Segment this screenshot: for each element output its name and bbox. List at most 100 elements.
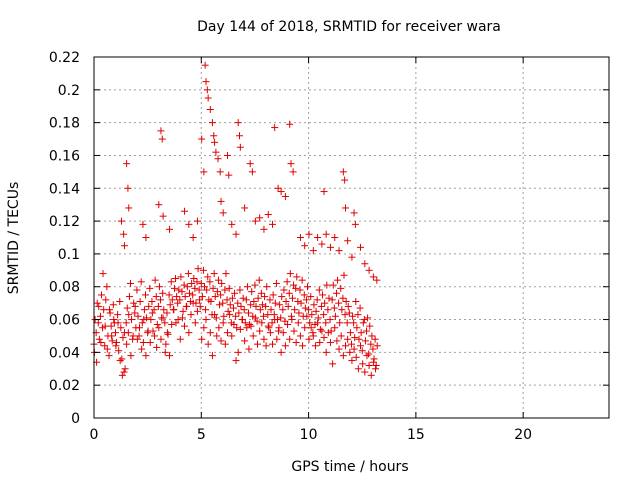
data-point <box>247 301 255 309</box>
data-point <box>158 135 166 143</box>
data-point <box>189 291 197 299</box>
data-point <box>254 294 262 302</box>
data-point <box>209 284 217 292</box>
data-point <box>210 132 218 140</box>
data-point <box>303 312 311 320</box>
data-point <box>226 301 234 309</box>
data-point <box>144 327 152 335</box>
data-point <box>191 319 199 327</box>
data-point <box>345 309 353 317</box>
data-point <box>294 297 302 305</box>
data-point <box>286 270 294 278</box>
data-point <box>371 335 379 343</box>
data-point <box>367 371 375 379</box>
data-point <box>258 301 266 309</box>
data-point <box>281 342 289 350</box>
data-point <box>267 306 275 314</box>
data-point <box>189 234 197 241</box>
data-point <box>198 335 206 343</box>
data-point <box>207 297 215 305</box>
data-point <box>288 294 296 302</box>
data-point <box>157 127 165 135</box>
data-point <box>343 319 351 327</box>
x-tick-label: 0 <box>90 427 99 443</box>
data-point <box>334 276 342 284</box>
data-point <box>248 168 256 176</box>
data-point <box>249 332 257 340</box>
data-point <box>367 340 375 348</box>
data-point <box>94 319 102 327</box>
data-point <box>366 322 374 330</box>
data-point <box>142 352 150 360</box>
data-point <box>247 322 255 330</box>
data-point <box>146 339 154 347</box>
data-point <box>288 316 296 324</box>
data-point <box>134 312 142 320</box>
data-point <box>181 207 189 215</box>
data-point <box>298 276 306 284</box>
data-point <box>310 301 318 309</box>
data-point <box>168 296 176 304</box>
data-point <box>305 306 313 314</box>
data-point <box>215 324 223 332</box>
data-point <box>301 304 309 312</box>
data-point <box>176 296 184 304</box>
data-point <box>245 309 252 317</box>
data-point <box>365 350 373 358</box>
data-point <box>199 266 207 274</box>
data-point <box>296 234 304 241</box>
x-tick-labels: 0 5 10 15 20 <box>90 427 533 443</box>
data-point <box>153 343 161 351</box>
data-point <box>181 322 189 330</box>
data-point <box>341 311 349 319</box>
data-point <box>279 306 287 314</box>
data-point <box>342 297 350 305</box>
data-point <box>110 316 118 324</box>
data-point <box>122 319 130 327</box>
data-point <box>308 311 316 319</box>
data-point <box>354 365 362 373</box>
data-point <box>271 316 279 324</box>
data-point <box>139 220 147 228</box>
data-point <box>274 184 282 192</box>
data-point <box>225 171 233 179</box>
data-point <box>157 335 165 343</box>
data-point <box>145 302 153 310</box>
data-point <box>96 312 104 320</box>
data-point <box>269 291 277 299</box>
data-points <box>90 61 381 379</box>
data-point <box>106 309 114 317</box>
data-point <box>211 293 219 301</box>
data-point <box>369 345 377 353</box>
data-point <box>319 291 327 299</box>
data-point <box>254 340 262 348</box>
data-point <box>236 286 244 294</box>
data-point <box>344 302 352 310</box>
data-point <box>234 299 242 307</box>
data-point <box>165 291 173 299</box>
data-point <box>162 340 170 348</box>
data-point <box>214 155 222 163</box>
data-point <box>174 316 182 324</box>
data-point <box>118 371 126 379</box>
data-point <box>336 319 344 327</box>
data-point <box>203 86 211 94</box>
data-point <box>365 266 373 274</box>
data-point <box>183 283 191 291</box>
data-point <box>322 348 330 356</box>
data-point <box>297 299 305 307</box>
data-point <box>357 342 365 350</box>
data-point <box>261 293 269 301</box>
data-point <box>275 324 283 332</box>
data-point <box>155 201 163 209</box>
y-axis-label: SRMTID / TECUs <box>6 182 22 295</box>
data-point <box>356 304 364 312</box>
data-point <box>109 301 117 309</box>
data-point <box>369 273 377 281</box>
data-point <box>350 209 358 217</box>
data-point <box>190 275 198 283</box>
data-point <box>151 276 159 284</box>
data-point <box>271 124 279 132</box>
data-point <box>360 316 368 324</box>
